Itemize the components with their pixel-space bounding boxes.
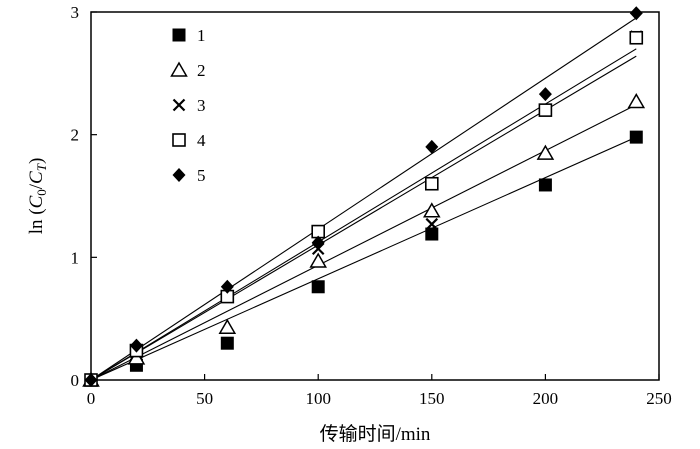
legend-marker-series-3 bbox=[172, 98, 186, 112]
data-point-series-2 bbox=[423, 202, 441, 218]
data-point-series-5 bbox=[538, 87, 552, 102]
fit-line-series-1 bbox=[90, 136, 637, 381]
fit-lines bbox=[90, 17, 637, 381]
y-tick-label: 0 bbox=[71, 371, 80, 390]
y-tick-label: 3 bbox=[71, 3, 80, 22]
data-point-series-2 bbox=[536, 144, 555, 160]
x-axis-title: 传输时间/min bbox=[320, 423, 431, 445]
data-point-series-5 bbox=[629, 6, 643, 21]
x-tick-label: 100 bbox=[305, 389, 331, 408]
x-tick-label: 0 bbox=[87, 389, 96, 408]
data-point-series-3 bbox=[425, 217, 439, 231]
data-point-series-2 bbox=[627, 93, 646, 109]
y-tick-label: 2 bbox=[71, 126, 80, 145]
data-point-series-4 bbox=[538, 103, 553, 117]
data-point-series-1 bbox=[629, 130, 643, 144]
y-axis-title: ln (C0/CT) bbox=[26, 158, 49, 235]
legend-marker-series-2 bbox=[170, 61, 188, 77]
data-point-series-1 bbox=[311, 280, 325, 294]
data-markers bbox=[82, 6, 646, 387]
y-tick-label: 1 bbox=[71, 248, 80, 267]
data-point-series-5 bbox=[129, 338, 143, 353]
legend-label-series-4: 4 bbox=[197, 131, 206, 150]
data-point-series-4 bbox=[424, 176, 439, 191]
legend-label-series-2: 2 bbox=[197, 61, 206, 80]
data-point-series-2 bbox=[309, 252, 327, 268]
data-point-series-1 bbox=[220, 336, 234, 350]
plot-frame bbox=[90, 11, 660, 381]
fit-line-series-4 bbox=[90, 48, 637, 381]
x-tick-label: 200 bbox=[533, 389, 559, 408]
data-point-series-5 bbox=[220, 279, 234, 294]
legend-marker-series-4 bbox=[172, 133, 186, 147]
data-point-series-1 bbox=[425, 227, 439, 241]
fit-line-series-5 bbox=[90, 17, 637, 381]
x-axis: 0 50 100 150 200 250 bbox=[87, 374, 672, 408]
data-point-series-5 bbox=[311, 235, 325, 250]
fit-line-series-3 bbox=[90, 55, 637, 381]
x-tick-label: 50 bbox=[196, 389, 213, 408]
data-point-series-2 bbox=[218, 318, 237, 335]
legend-marker-series-5 bbox=[172, 168, 186, 182]
data-point-series-5 bbox=[425, 139, 439, 154]
y-axis: 0 1 2 3 bbox=[71, 3, 97, 390]
x-tick-label: 150 bbox=[419, 389, 445, 408]
legend: 1 2 3 4 5 bbox=[170, 26, 206, 185]
data-point-series-1 bbox=[538, 178, 552, 192]
data-point-series-4 bbox=[629, 30, 644, 45]
legend-label-series-5: 5 bbox=[197, 166, 206, 185]
x-tick-label: 250 bbox=[646, 389, 672, 408]
legend-label-series-1: 1 bbox=[197, 26, 206, 45]
legend-marker-series-1 bbox=[172, 28, 186, 42]
legend-label-series-3: 3 bbox=[197, 96, 206, 115]
